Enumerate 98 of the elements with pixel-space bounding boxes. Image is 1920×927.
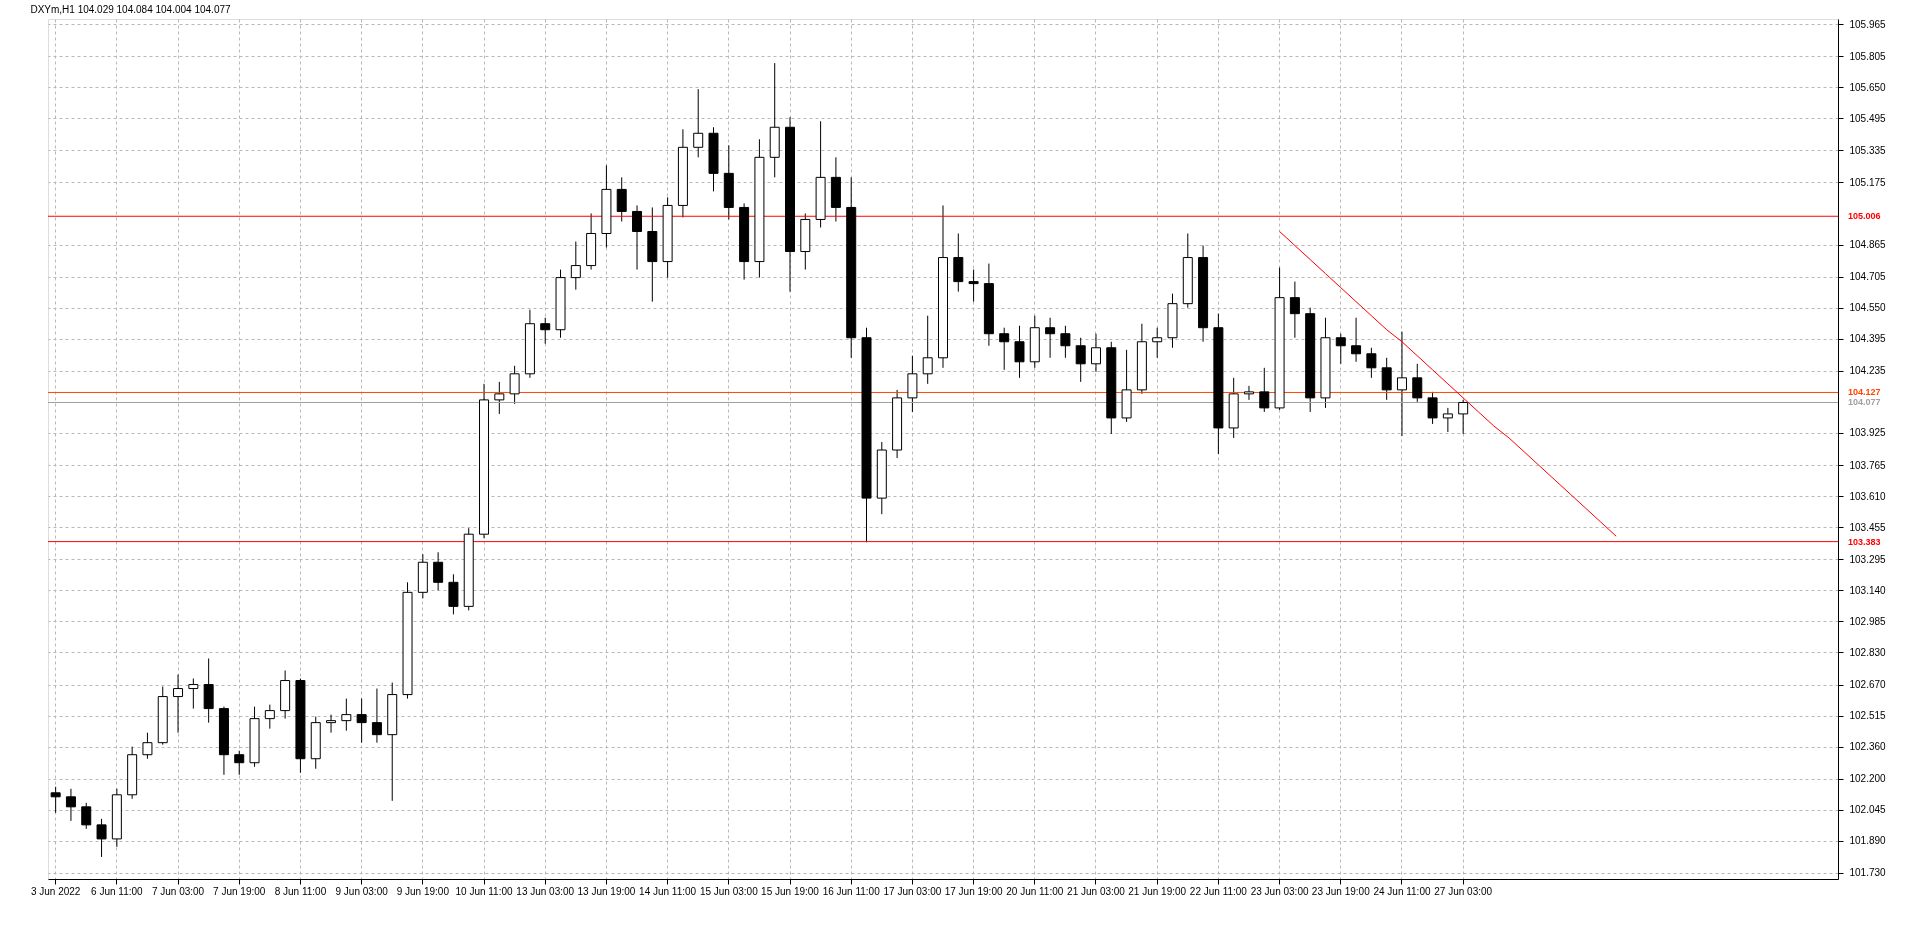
candlestick — [632, 204, 643, 271]
y-tick-label: 104.395 — [1849, 333, 1887, 345]
y-tick-label: 105.495 — [1849, 112, 1887, 124]
x-tick-label: 7 Jun 19:00 — [213, 885, 266, 897]
y-tick-label: 104.550 — [1849, 302, 1887, 314]
candlestick — [1060, 325, 1071, 359]
y-tick-label: 103.765 — [1849, 459, 1887, 471]
x-tick-label: 15 Jun 03:00 — [699, 885, 759, 897]
y-tick-label: 104.865 — [1849, 239, 1887, 251]
y-tick-label: 105.650 — [1849, 81, 1887, 93]
candlestick — [1396, 331, 1407, 437]
x-tick-label: 10 Jun 11:00 — [455, 885, 513, 897]
candlestick — [1427, 391, 1438, 425]
candlestick — [142, 732, 153, 760]
x-tick-label: 8 Jun 11:00 — [274, 885, 327, 897]
candlestick — [570, 241, 581, 291]
y-tick-label: 102.670 — [1849, 679, 1887, 691]
candlestick — [326, 714, 337, 734]
y-tick-label: 103.295 — [1849, 553, 1887, 565]
y-tick-label: 102.045 — [1849, 804, 1887, 816]
candlestick — [1351, 317, 1362, 363]
candlestick — [1014, 325, 1025, 379]
y-tick-label: 103.610 — [1849, 490, 1887, 502]
candlestick — [1366, 347, 1377, 379]
candlestick — [264, 704, 275, 730]
candlestick — [96, 818, 107, 858]
x-tick-label: 17 Jun 19:00 — [944, 885, 1003, 897]
y-tick-label: 104.705 — [1849, 271, 1887, 283]
candlestick — [1259, 367, 1270, 413]
y-tick-label: 105.335 — [1849, 144, 1887, 156]
candlestick — [1458, 399, 1469, 435]
x-tick-label: 9 Jun 19:00 — [396, 885, 450, 897]
candlestick — [1152, 327, 1163, 359]
y-tick-label: 102.360 — [1849, 741, 1887, 753]
candlestick — [1289, 281, 1300, 339]
x-tick-label: 17 Jun 03:00 — [883, 885, 942, 897]
y-tick-label: 101.730 — [1849, 867, 1887, 879]
ref-line-label: 104.127 — [1848, 387, 1881, 398]
x-tick-label: 21 Jun 19:00 — [1128, 885, 1187, 897]
x-tick-label: 13 Jun 03:00 — [516, 885, 575, 897]
ref-line-label: 105.006 — [1848, 211, 1881, 222]
x-tick-label: 3 Jun 2022 — [30, 885, 81, 897]
x-tick-label: 16 Jun 11:00 — [822, 885, 881, 897]
candlestick — [234, 750, 245, 776]
x-tick-label: 13 Jun 19:00 — [577, 885, 636, 897]
candlestick — [540, 317, 551, 345]
candlestick — [1335, 333, 1346, 365]
y-tick-label: 104.235 — [1849, 365, 1887, 377]
candlestick — [1381, 357, 1392, 401]
y-tick-label: 102.200 — [1849, 773, 1887, 785]
y-tick-label: 102.515 — [1849, 710, 1887, 722]
x-tick-label: 9 Jun 03:00 — [335, 885, 389, 897]
candlestick — [356, 698, 367, 744]
candlestick — [922, 315, 933, 385]
x-tick-label: 15 Jun 19:00 — [761, 885, 820, 897]
x-tick-label: 24 Jun 11:00 — [1373, 885, 1431, 897]
ref-line-label: 104.077 — [1848, 397, 1881, 408]
candlestick — [1075, 337, 1086, 383]
y-tick-label: 103.140 — [1849, 584, 1887, 596]
candlestick — [65, 788, 76, 822]
x-tick-label: 27 Jun 03:00 — [1434, 885, 1493, 897]
y-tick-label: 105.175 — [1849, 176, 1887, 188]
chart-title: DXYm,H1 104.029 104.084 104.004 104.077 — [30, 4, 231, 15]
candlestick — [1045, 317, 1056, 359]
candlestick — [1243, 385, 1254, 401]
candlestick — [693, 88, 704, 158]
x-tick-label: 14 Jun 11:00 — [639, 885, 697, 897]
x-tick-label: 23 Jun 19:00 — [1311, 885, 1371, 897]
line-series — [1279, 230, 1617, 537]
candlestick — [81, 802, 92, 830]
candlestick — [433, 551, 444, 591]
candlestick — [509, 365, 520, 405]
ref-line-label: 103.383 — [1848, 536, 1881, 547]
x-tick-label: 20 Jun 11:00 — [1006, 885, 1064, 897]
candlestick — [1442, 407, 1453, 433]
x-tick-label: 6 Jun 11:00 — [91, 885, 144, 897]
candlestick — [188, 678, 199, 710]
x-tick-label: 7 Jun 03:00 — [151, 885, 205, 897]
candlestick — [1090, 333, 1101, 373]
candlestick — [173, 674, 184, 734]
y-tick-label: 102.985 — [1849, 615, 1887, 627]
x-tick-label: 23 Jun 03:00 — [1250, 885, 1309, 897]
y-tick-label: 105.805 — [1849, 50, 1887, 62]
candlestick — [999, 327, 1010, 371]
candlestick — [371, 688, 382, 744]
candlestick — [616, 176, 627, 222]
y-tick-label: 103.455 — [1849, 521, 1887, 533]
y-tick-label: 102.830 — [1849, 646, 1887, 658]
x-tick-label: 21 Jun 03:00 — [1067, 885, 1126, 897]
y-tick-label: 105.965 — [1849, 18, 1887, 30]
candlestick — [1412, 363, 1423, 403]
candlestick — [341, 698, 352, 732]
y-tick-label: 103.925 — [1849, 427, 1887, 439]
candlestick — [50, 786, 61, 814]
x-tick-label: 22 Jun 11:00 — [1189, 885, 1248, 897]
candlestick — [968, 269, 979, 303]
y-tick-label: 101.890 — [1849, 835, 1887, 847]
candlestick — [494, 381, 505, 415]
